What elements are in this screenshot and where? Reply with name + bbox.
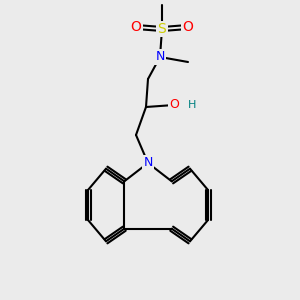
Text: S: S [158, 22, 166, 36]
Text: O: O [183, 20, 194, 34]
Text: H: H [188, 100, 196, 110]
Text: O: O [130, 20, 141, 34]
Text: N: N [155, 50, 165, 64]
Text: N: N [143, 157, 153, 169]
Text: O: O [169, 98, 179, 112]
